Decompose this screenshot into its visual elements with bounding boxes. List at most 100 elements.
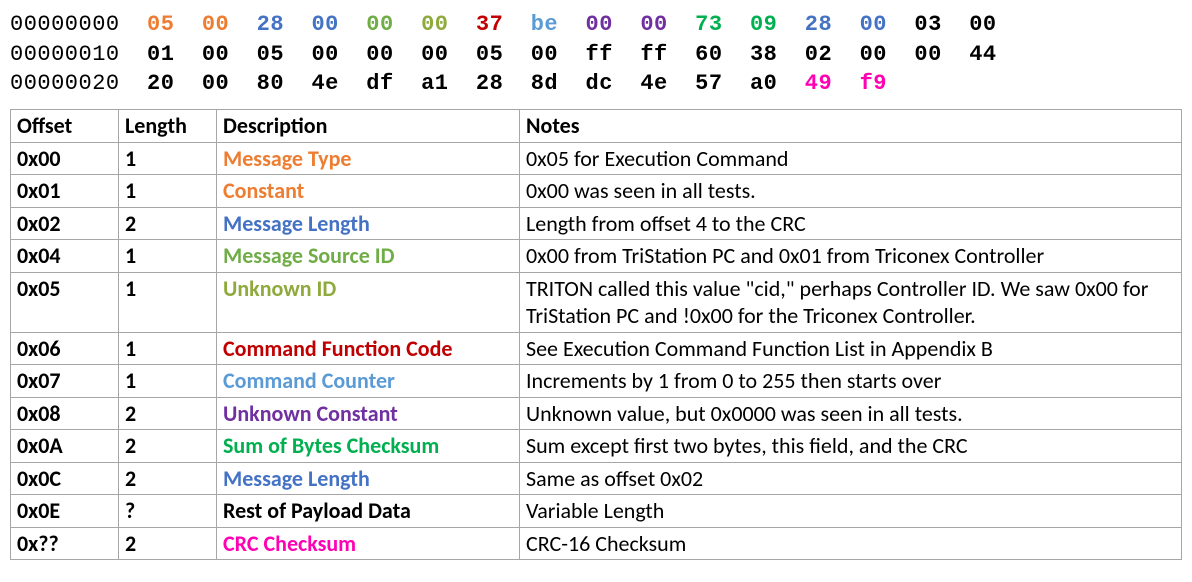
cell-offset: 0x0A <box>11 430 119 463</box>
hex-address: 00000020 <box>10 71 147 96</box>
hex-byte: 00 <box>311 42 338 67</box>
header-offset: Offset <box>11 110 119 143</box>
cell-length: 2 <box>119 207 217 240</box>
cell-notes: Sum except first two bytes, this field, … <box>520 430 1182 463</box>
cell-length: 2 <box>119 527 217 560</box>
hex-byte: 28 <box>476 71 503 96</box>
cell-notes: See Execution Command Function List in A… <box>520 332 1182 365</box>
hex-byte: 4e <box>640 71 667 96</box>
hex-byte: 01 <box>147 42 174 67</box>
table-row: 0x082Unknown ConstantUnknown value, but … <box>11 397 1182 430</box>
hex-byte: 00 <box>366 42 393 67</box>
table-row: 0x061Command Function CodeSee Execution … <box>11 332 1182 365</box>
cell-length: 1 <box>119 142 217 175</box>
cell-offset: 0x07 <box>11 365 119 398</box>
hex-byte: 00 <box>202 42 229 67</box>
hex-address: 00000010 <box>10 42 147 67</box>
cell-length: 1 <box>119 272 217 332</box>
cell-offset: 0x02 <box>11 207 119 240</box>
hex-byte: be <box>531 12 558 37</box>
table-row: 0x011Constant0x00 was seen in all tests. <box>11 175 1182 208</box>
hex-byte: a0 <box>750 71 777 96</box>
packet-structure-table: Offset Length Description Notes 0x001Mes… <box>10 109 1182 560</box>
cell-description: Command Counter <box>217 365 520 398</box>
cell-description: Rest of Payload Data <box>217 495 520 528</box>
cell-notes: 0x00 was seen in all tests. <box>520 175 1182 208</box>
cell-description: Constant <box>217 175 520 208</box>
hex-byte: f9 <box>860 71 887 96</box>
table-row: 0x041Message Source ID0x00 from TriStati… <box>11 240 1182 273</box>
hex-byte: 00 <box>421 12 448 37</box>
hex-byte: 05 <box>476 42 503 67</box>
cell-description: CRC Checksum <box>217 527 520 560</box>
hex-byte: 09 <box>750 12 777 37</box>
table-row: 0x0E?Rest of Payload DataVariable Length <box>11 495 1182 528</box>
hex-byte: 49 <box>805 71 832 96</box>
table-row: 0x??2CRC ChecksumCRC-16 Checksum <box>11 527 1182 560</box>
table-row: 0x071Command CounterIncrements by 1 from… <box>11 365 1182 398</box>
table-row: 0x0C2Message LengthSame as offset 0x02 <box>11 462 1182 495</box>
hex-byte: 02 <box>805 42 832 67</box>
hex-byte: a1 <box>421 71 448 96</box>
table-row: 0x022Message LengthLength from offset 4 … <box>11 207 1182 240</box>
cell-notes: 0x05 for Execution Command <box>520 142 1182 175</box>
cell-notes: CRC-16 Checksum <box>520 527 1182 560</box>
hex-byte: 00 <box>202 12 229 37</box>
hex-byte: 00 <box>202 71 229 96</box>
header-desc: Description <box>217 110 520 143</box>
hex-address: 00000000 <box>10 12 147 37</box>
hex-byte: dc <box>586 71 613 96</box>
header-notes: Notes <box>520 110 1182 143</box>
cell-description: Command Function Code <box>217 332 520 365</box>
hex-byte: 03 <box>914 12 941 37</box>
cell-length: 2 <box>119 430 217 463</box>
hex-byte: 80 <box>257 71 284 96</box>
hex-byte: 00 <box>586 12 613 37</box>
hex-byte: 20 <box>147 71 174 96</box>
cell-description: Message Source ID <box>217 240 520 273</box>
hex-byte: 57 <box>695 71 722 96</box>
header-length: Length <box>119 110 217 143</box>
hex-byte: ff <box>640 42 667 67</box>
table-row: 0x051Unknown IDTRITON called this value … <box>11 272 1182 332</box>
cell-description: Message Type <box>217 142 520 175</box>
hex-byte: 05 <box>257 42 284 67</box>
cell-description: Message Length <box>217 462 520 495</box>
hex-byte: 00 <box>914 42 941 67</box>
cell-length: 1 <box>119 332 217 365</box>
cell-offset: 0x00 <box>11 142 119 175</box>
cell-offset: 0x08 <box>11 397 119 430</box>
hex-byte: 28 <box>257 12 284 37</box>
hex-byte: 44 <box>969 42 996 67</box>
hex-byte: 4e <box>311 71 338 96</box>
hex-byte: 00 <box>640 12 667 37</box>
hex-byte: 00 <box>860 12 887 37</box>
cell-notes: Unknown value, but 0x0000 was seen in al… <box>520 397 1182 430</box>
cell-length: 2 <box>119 397 217 430</box>
cell-length: 2 <box>119 462 217 495</box>
cell-notes: Same as offset 0x02 <box>520 462 1182 495</box>
hex-byte: 73 <box>695 12 722 37</box>
cell-notes: 0x00 from TriStation PC and 0x01 from Tr… <box>520 240 1182 273</box>
hex-byte: 05 <box>147 12 174 37</box>
hex-byte: 00 <box>969 12 996 37</box>
cell-offset: 0x04 <box>11 240 119 273</box>
cell-description: Sum of Bytes Checksum <box>217 430 520 463</box>
table-row: 0x0A2Sum of Bytes ChecksumSum except fir… <box>11 430 1182 463</box>
cell-offset: 0x0C <box>11 462 119 495</box>
hex-byte: ff <box>586 42 613 67</box>
cell-length: ? <box>119 495 217 528</box>
cell-description: Unknown ID <box>217 272 520 332</box>
hex-byte: 37 <box>476 12 503 37</box>
cell-description: Message Length <box>217 207 520 240</box>
cell-offset: 0x05 <box>11 272 119 332</box>
hex-byte: df <box>366 71 393 96</box>
hex-byte: 28 <box>805 12 832 37</box>
hex-byte: 38 <box>750 42 777 67</box>
cell-notes: Variable Length <box>520 495 1182 528</box>
hex-byte: 00 <box>311 12 338 37</box>
table-row: 0x001Message Type0x05 for Execution Comm… <box>11 142 1182 175</box>
hex-byte: 00 <box>531 42 558 67</box>
hex-byte: 00 <box>860 42 887 67</box>
cell-offset: 0x0E <box>11 495 119 528</box>
